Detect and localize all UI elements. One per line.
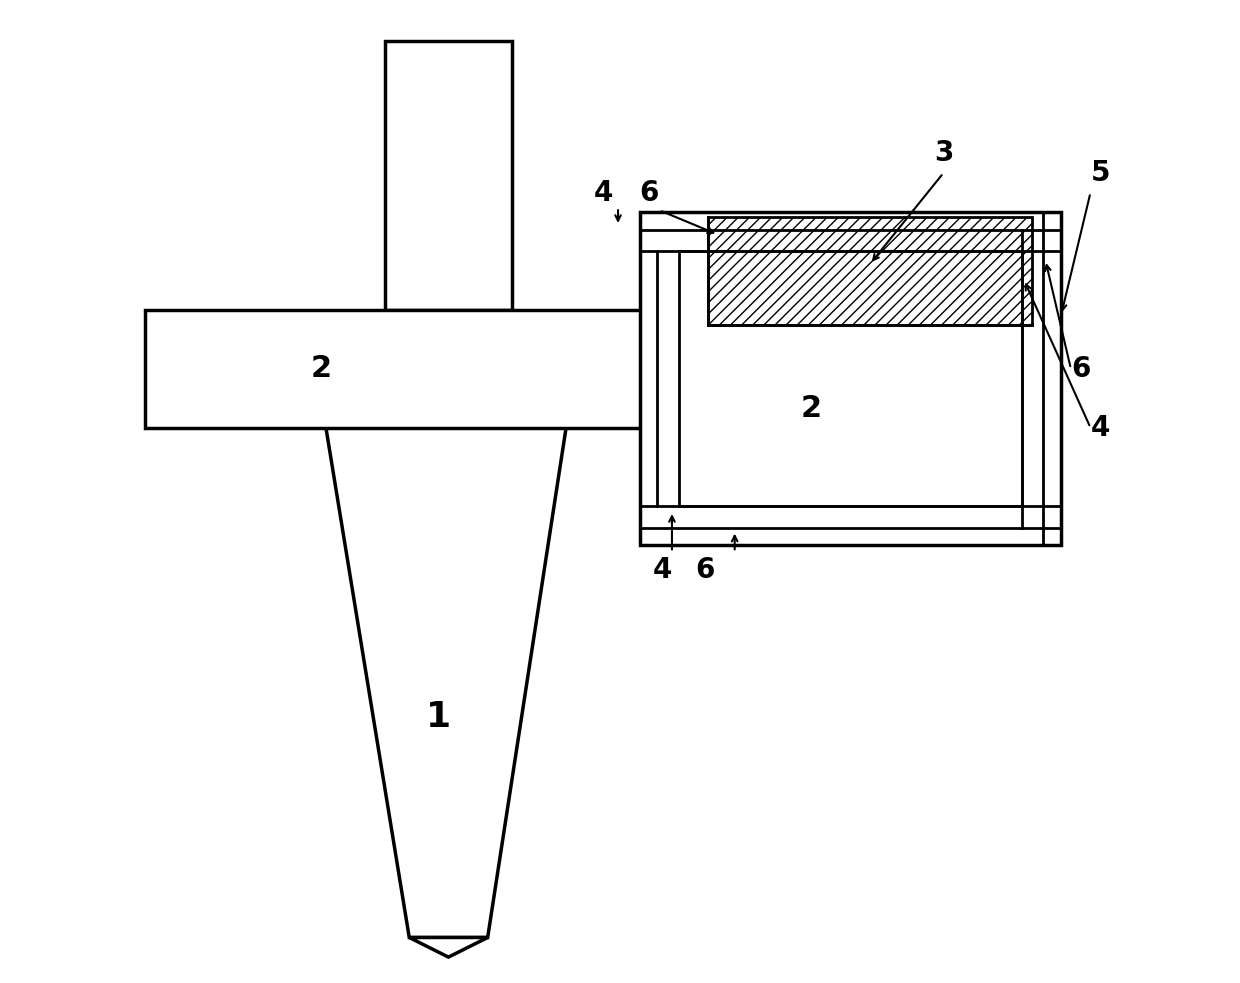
Polygon shape xyxy=(409,938,487,957)
Text: 4: 4 xyxy=(594,179,613,206)
Bar xyxy=(678,252,1022,506)
Text: 6: 6 xyxy=(696,556,715,584)
Text: 1: 1 xyxy=(427,700,451,734)
Bar xyxy=(678,252,1022,506)
Bar xyxy=(640,212,1061,546)
Text: 4: 4 xyxy=(1090,414,1110,441)
Bar xyxy=(657,230,1043,528)
Bar xyxy=(678,252,1022,506)
Bar xyxy=(640,212,1061,546)
Text: 6: 6 xyxy=(640,179,660,206)
Text: 6: 6 xyxy=(1071,355,1090,383)
Bar xyxy=(640,212,1061,546)
Bar xyxy=(657,230,1043,528)
Bar xyxy=(708,217,1032,324)
Text: 2: 2 xyxy=(310,355,331,383)
Bar xyxy=(384,40,512,311)
Text: 2: 2 xyxy=(801,393,822,423)
Text: 3: 3 xyxy=(934,140,954,167)
Text: 5: 5 xyxy=(1090,159,1110,187)
Polygon shape xyxy=(326,428,567,938)
Text: 4: 4 xyxy=(652,556,672,584)
Bar xyxy=(145,311,660,428)
